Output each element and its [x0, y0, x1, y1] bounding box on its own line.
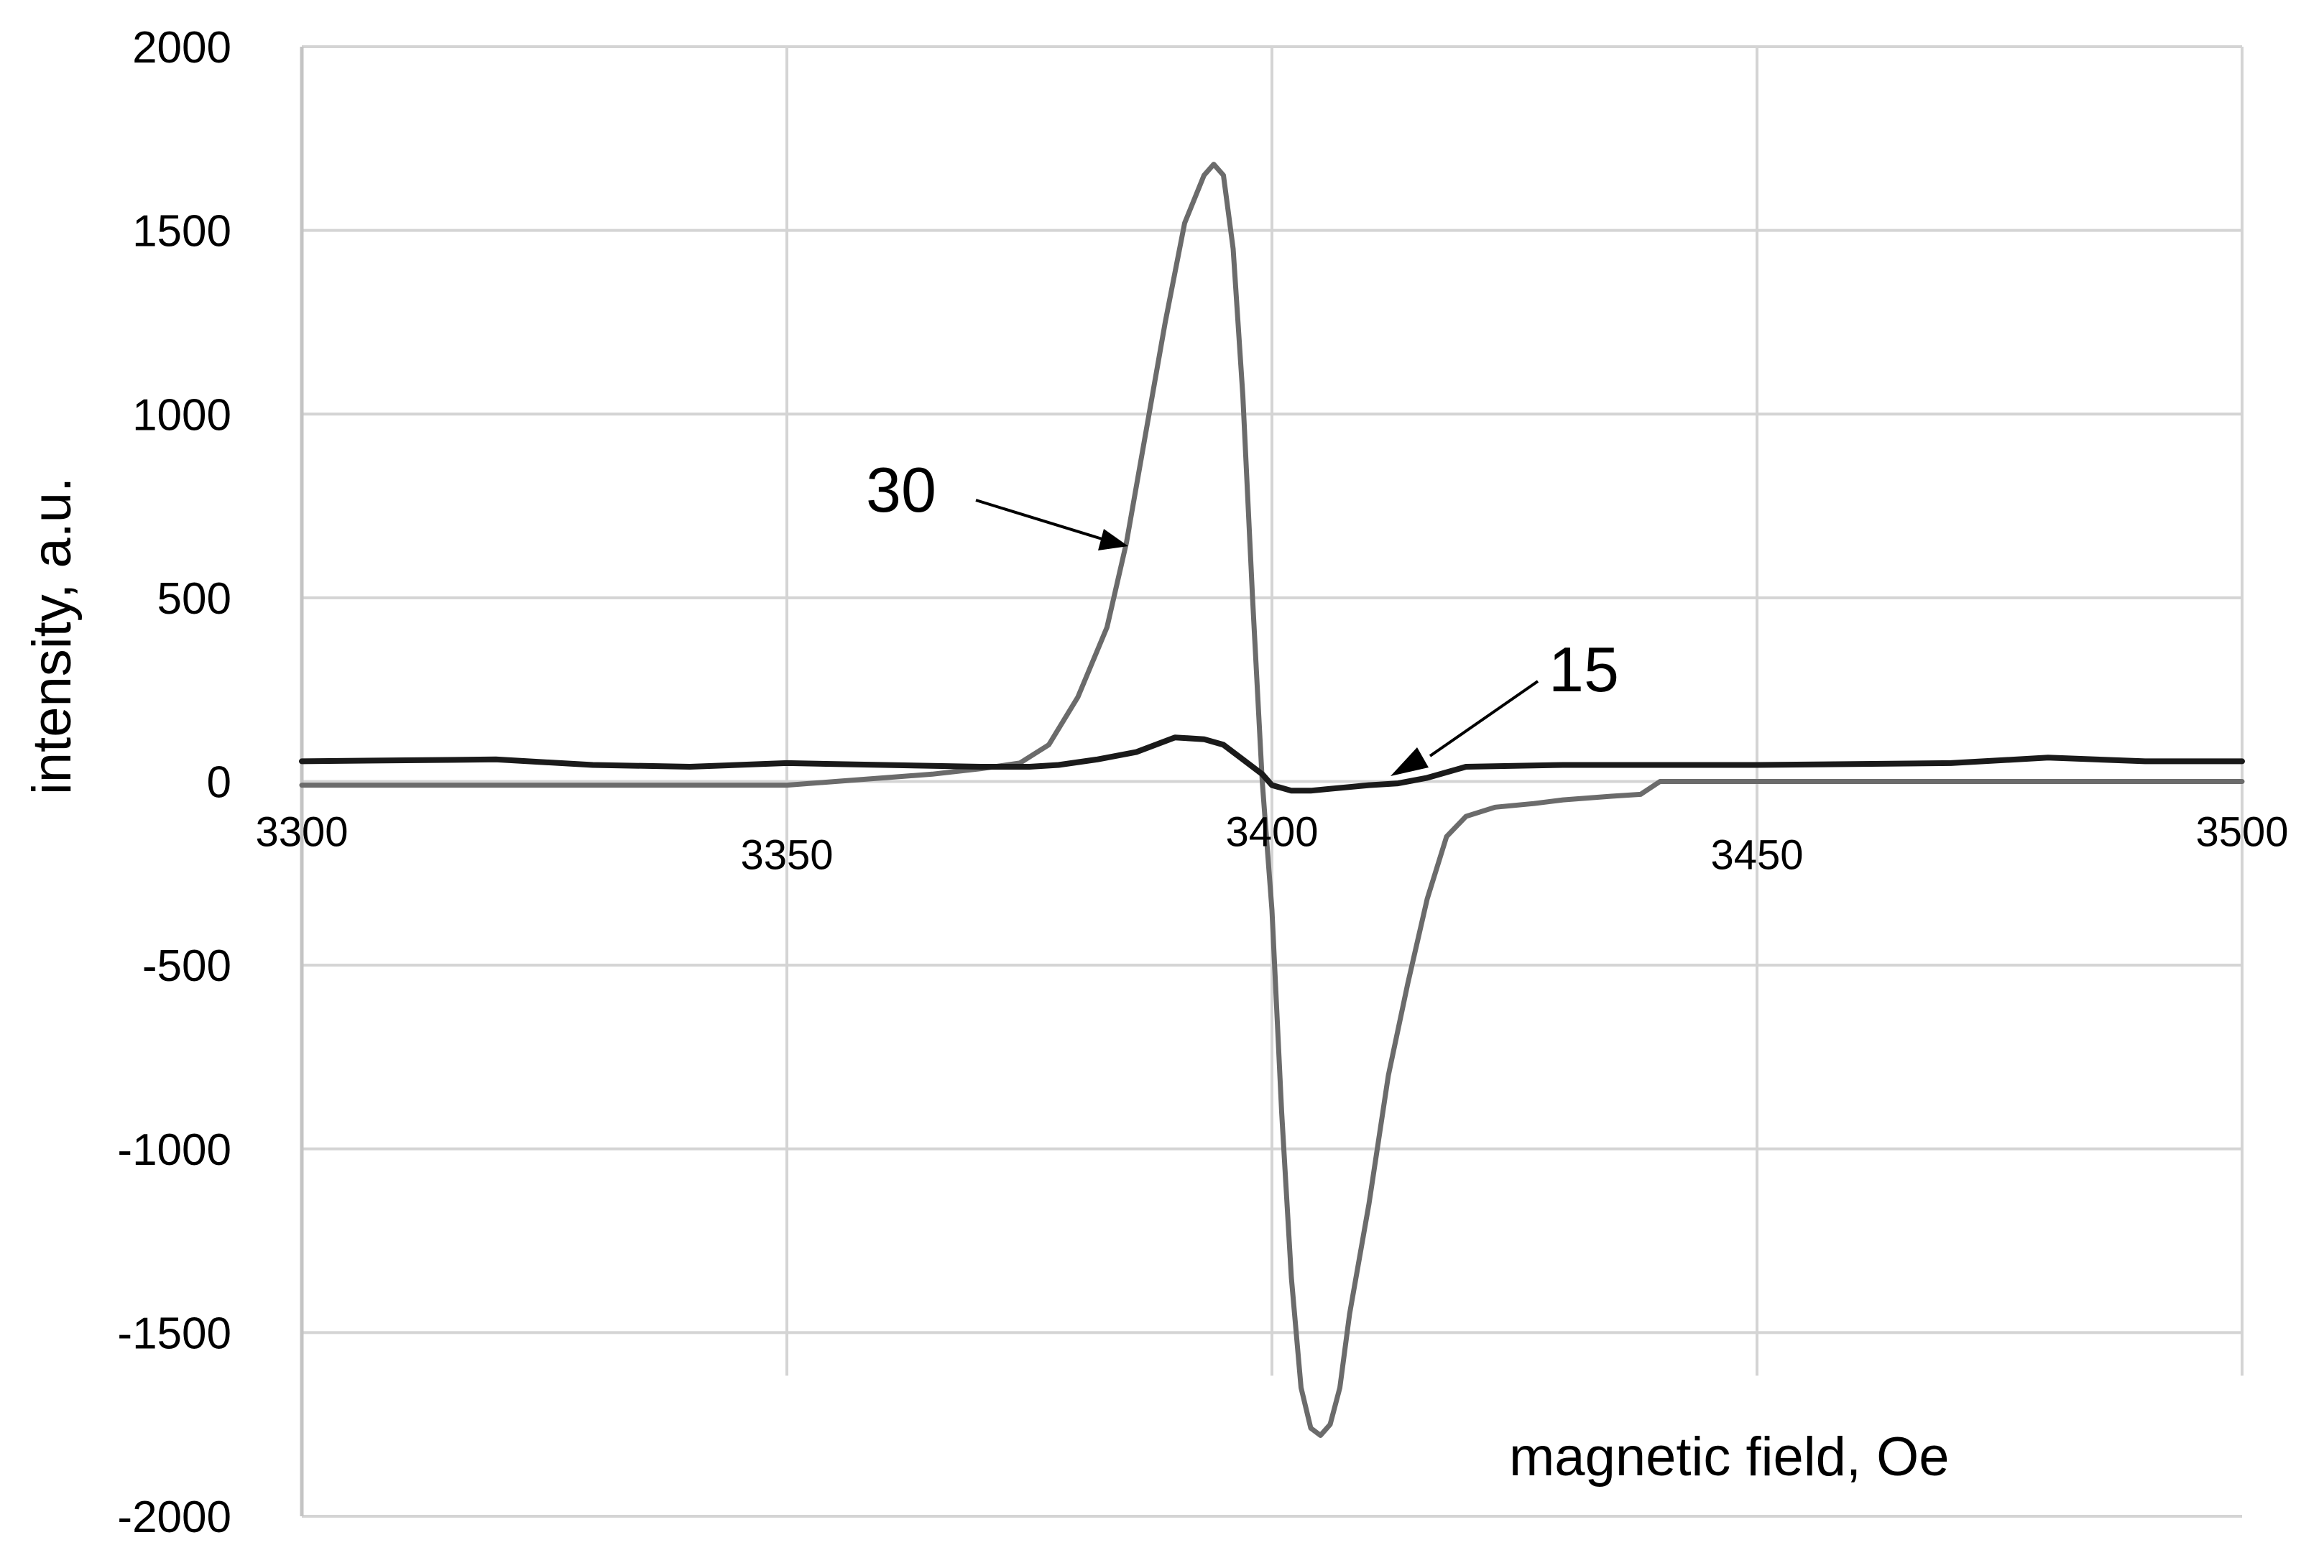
x-tick-label: 3350 — [740, 832, 833, 879]
y-tick-label: 0 — [207, 758, 231, 808]
x-tick-label: 3300 — [255, 809, 348, 856]
annotation-arrowhead-15 — [1391, 747, 1429, 776]
annotation-arrow-15 — [1429, 680, 1539, 757]
y-tick-label: 1500 — [132, 207, 231, 257]
x-tick-label: 3450 — [1710, 832, 1803, 879]
y-tick-label: -500 — [142, 941, 231, 991]
annotation-label-15: 15 — [1549, 634, 1619, 705]
y-tick-label: 2000 — [132, 23, 231, 73]
annotation-arrowhead-30 — [1098, 529, 1128, 550]
y-tick-label: -2000 — [117, 1493, 231, 1542]
annotation-arrow-30 — [975, 499, 1107, 542]
series-line-15 — [299, 734, 2245, 794]
annotations: 30 15 — [866, 454, 1619, 776]
y-axis-label: intensity, a.u. — [22, 477, 83, 795]
y-tick-label: -1000 — [117, 1125, 231, 1175]
series-lines — [299, 162, 2245, 1438]
y-tick-label: -1500 — [117, 1309, 231, 1358]
y-tick-label: 500 — [157, 574, 231, 624]
y-tick-label: 1000 — [132, 390, 231, 440]
x-tick-labels: 3300 3350 3400 3450 3500 — [255, 809, 2288, 879]
y-tick-labels: 2000 1500 1000 500 0 -500 -1000 -1500 -2000 — [117, 23, 231, 1542]
annotation-label-30: 30 — [866, 454, 936, 525]
x-tick-label: 3400 — [1225, 809, 1318, 856]
x-axis-label: magnetic field, Oe — [1509, 1426, 1950, 1488]
x-tick-label: 3500 — [2195, 809, 2288, 856]
